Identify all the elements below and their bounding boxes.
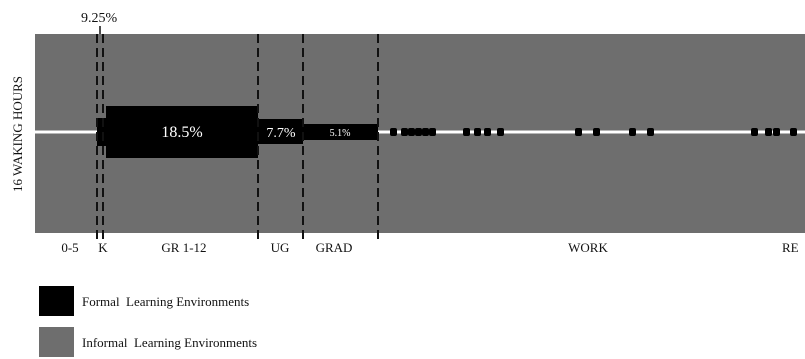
legend: Formal Learning Environments Informal Le…: [39, 286, 257, 357]
formal-learning-dot: [474, 128, 481, 136]
formal-learning-dot: [773, 128, 780, 136]
stage-label-gr: GR 1-12: [161, 240, 206, 255]
formal-block-ug: [258, 119, 303, 144]
stage-label-ug: UG: [271, 240, 290, 255]
formal-learning-dot: [790, 128, 797, 136]
stage-label-re: RE: [782, 240, 799, 255]
formal-learning-dot: [593, 128, 600, 136]
formal-learning-dot: [647, 128, 654, 136]
stage-label-work: WORK: [568, 240, 608, 255]
formal-learning-dot: [463, 128, 470, 136]
y-axis-label: 16 WAKING HOURS: [10, 76, 25, 192]
value-label-gr: 18.5%: [161, 124, 202, 141]
formal-learning-dot: [751, 128, 758, 136]
formal-learning-dot: [401, 128, 408, 136]
formal-learning-dot: [765, 128, 772, 136]
legend-swatch-informal: [39, 327, 74, 357]
value-label-k: 9.25%: [81, 11, 118, 26]
formal-learning-dot: [484, 128, 491, 136]
formal-learning-dot: [497, 128, 504, 136]
stage-dividers: [96, 26, 379, 240]
stage-label-0-5: 0-5: [61, 240, 78, 255]
formal-learning-dot: [422, 128, 429, 136]
formal-learning-dot: [390, 128, 397, 136]
stage-label-k: K: [98, 240, 108, 255]
legend-label-formal: Formal Learning Environments: [82, 294, 249, 309]
stage-label-grad: GRAD: [316, 240, 353, 255]
formal-learning-dots: [390, 128, 797, 136]
legend-swatch-formal: [39, 286, 74, 316]
formal-learning-dot: [629, 128, 636, 136]
formal-block-k: [97, 118, 106, 146]
formal-learning-dot: [408, 128, 415, 136]
formal-block-gr: [106, 106, 258, 158]
formal-learning-dot: [575, 128, 582, 136]
legend-label-informal: Informal Learning Environments: [82, 335, 257, 350]
formal-learning-dot: [429, 128, 436, 136]
value-label-grad: 5.1%: [330, 128, 351, 139]
formal-block-grad: [303, 124, 378, 140]
formal-learning-dot: [415, 128, 422, 136]
value-label-ug: 7.7%: [266, 126, 296, 141]
